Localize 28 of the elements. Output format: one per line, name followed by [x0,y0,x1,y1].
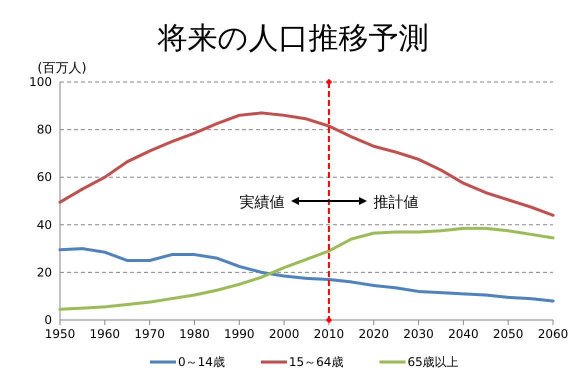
x-tick-label: 2050 [492,327,524,341]
x-tick-label: 2020 [358,327,389,341]
legend-label: 65歳以上 [407,355,459,369]
line-series [58,247,554,302]
x-tick-label: 2030 [403,327,434,341]
x-tick-label: 1960 [90,327,120,341]
y-tick-label: 40 [36,218,52,232]
line-series [58,226,554,311]
x-tick-label: 2000 [268,327,300,341]
line-series [58,111,554,217]
x-tick-label: 2010 [314,327,344,341]
x-tick-label: 1980 [179,327,210,341]
x-tick-label: 1990 [224,327,255,341]
y-tick-label: 80 [36,122,52,137]
annotation: 推計値 [374,193,418,211]
x-tick-label: 1970 [134,327,165,341]
y-tick-label: 20 [36,265,52,280]
x-tick-label: 2040 [448,327,479,341]
x-tick-label: 2060 [538,327,568,341]
annotation: 実績値 [240,193,284,211]
legend-label: 15～64歳 [288,355,344,369]
chart-title: 将来の人口推移予測 [156,21,428,56]
x-tick-label: 1950 [44,327,76,341]
y-tick-label: 0 [44,313,52,327]
y-axis-title: (百万人) [37,61,87,76]
legend-label: 0～14歳 [178,355,225,369]
y-tick-label: 60 [36,170,52,184]
y-tick-label: 100 [29,75,52,89]
